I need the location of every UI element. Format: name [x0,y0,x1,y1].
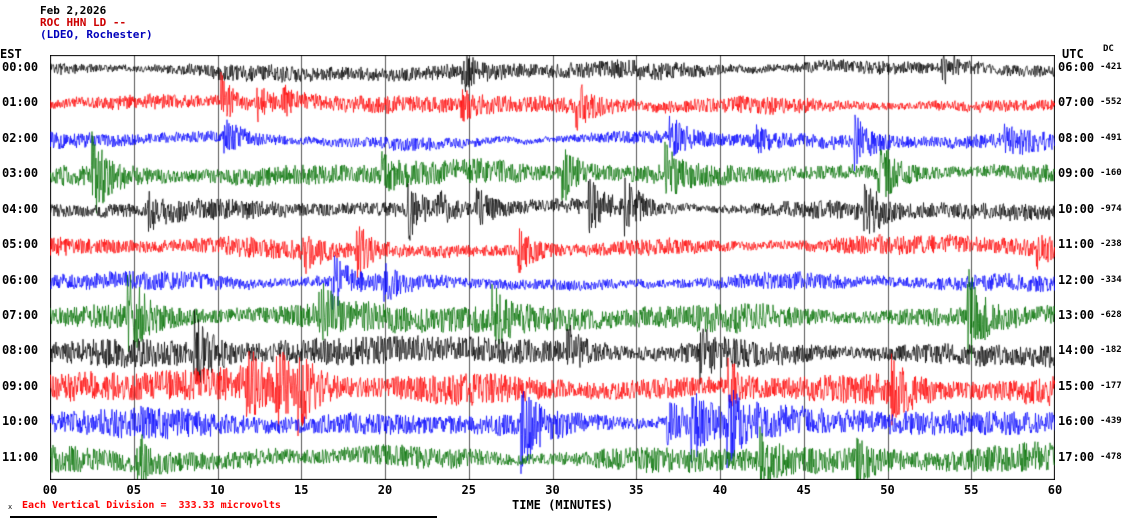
utc-label: 06:00 [1058,60,1095,74]
est-label: 08:00 [2,343,39,358]
est-label: 03:00 [2,166,39,181]
x-tick-label: 35 [629,483,644,497]
dc-label: -439 [1100,416,1122,427]
dc-label: -182 [1100,345,1122,356]
utc-label: 11:00 [1058,237,1095,252]
dc-label: -974 [1100,203,1122,214]
utc-label: 13:00 [1058,307,1095,322]
x-tick-label: 45 [796,483,811,497]
x-tick-label: 05 [126,483,141,497]
est-label: 04:00 [2,201,39,216]
utc-label: 15:00 [1058,378,1095,393]
dc-label: -177 [1100,380,1122,391]
est-label: 01:00 [2,95,39,110]
utc-label: 16:00 [1058,414,1095,429]
x-tick-label: 55 [964,483,979,497]
est-label: 05:00 [2,237,39,252]
est-label: 10:00 [2,414,39,429]
header-location: (LDEO, Rochester) [40,28,153,41]
dc-label: -491 [1100,132,1122,143]
utc-label: 08:00 [1058,130,1095,145]
dc-label: -238 [1100,239,1122,250]
bottom-divider [10,516,437,518]
est-label: 06:00 [2,272,39,287]
est-label: 02:00 [2,130,39,145]
x-axis-title: TIME (MINUTES) [512,498,614,512]
x-tick-label: 25 [461,483,476,497]
right-axis-title: UTC [1062,47,1084,61]
est-label: 00:00 [2,60,39,74]
dc-axis-title: DC [1103,44,1114,54]
x-tick-label: 60 [1047,483,1063,497]
dc-label: -421 [1100,62,1122,72]
utc-label: 10:00 [1058,201,1095,216]
utc-label: 14:00 [1058,343,1095,358]
utc-label: 07:00 [1058,95,1095,110]
x-tick-label: 20 [377,483,393,497]
vertical-division-note: Each Vertical Division = 333.33 microvol… [22,500,281,511]
dc-label: -160 [1100,168,1122,179]
x-tick-label: 40 [712,483,728,497]
x-tick-label: 10 [210,483,225,497]
x-tick-label: 15 [294,483,309,497]
header-station: ROC HHN LD -- [40,16,127,29]
x-tick-label: 30 [545,483,560,497]
x-tick-label: 00 [42,483,58,497]
dc-label: -628 [1100,309,1122,320]
header-date: Feb 2,2026 [40,4,107,17]
seismogram-canvas [50,55,1055,480]
est-label: 07:00 [2,307,39,322]
left-axis-title: EST [0,47,22,61]
dc-label: -552 [1100,97,1122,108]
est-label: 09:00 [2,378,39,393]
utc-label: 17:00 [1058,449,1095,464]
x-tick-label: 50 [880,483,895,497]
corner-artifact: x [8,503,13,511]
dc-label: -334 [1100,274,1122,285]
dc-label: -478 [1100,451,1122,462]
utc-label: 12:00 [1058,272,1095,287]
est-label: 11:00 [2,449,39,464]
utc-label: 09:00 [1058,166,1095,181]
